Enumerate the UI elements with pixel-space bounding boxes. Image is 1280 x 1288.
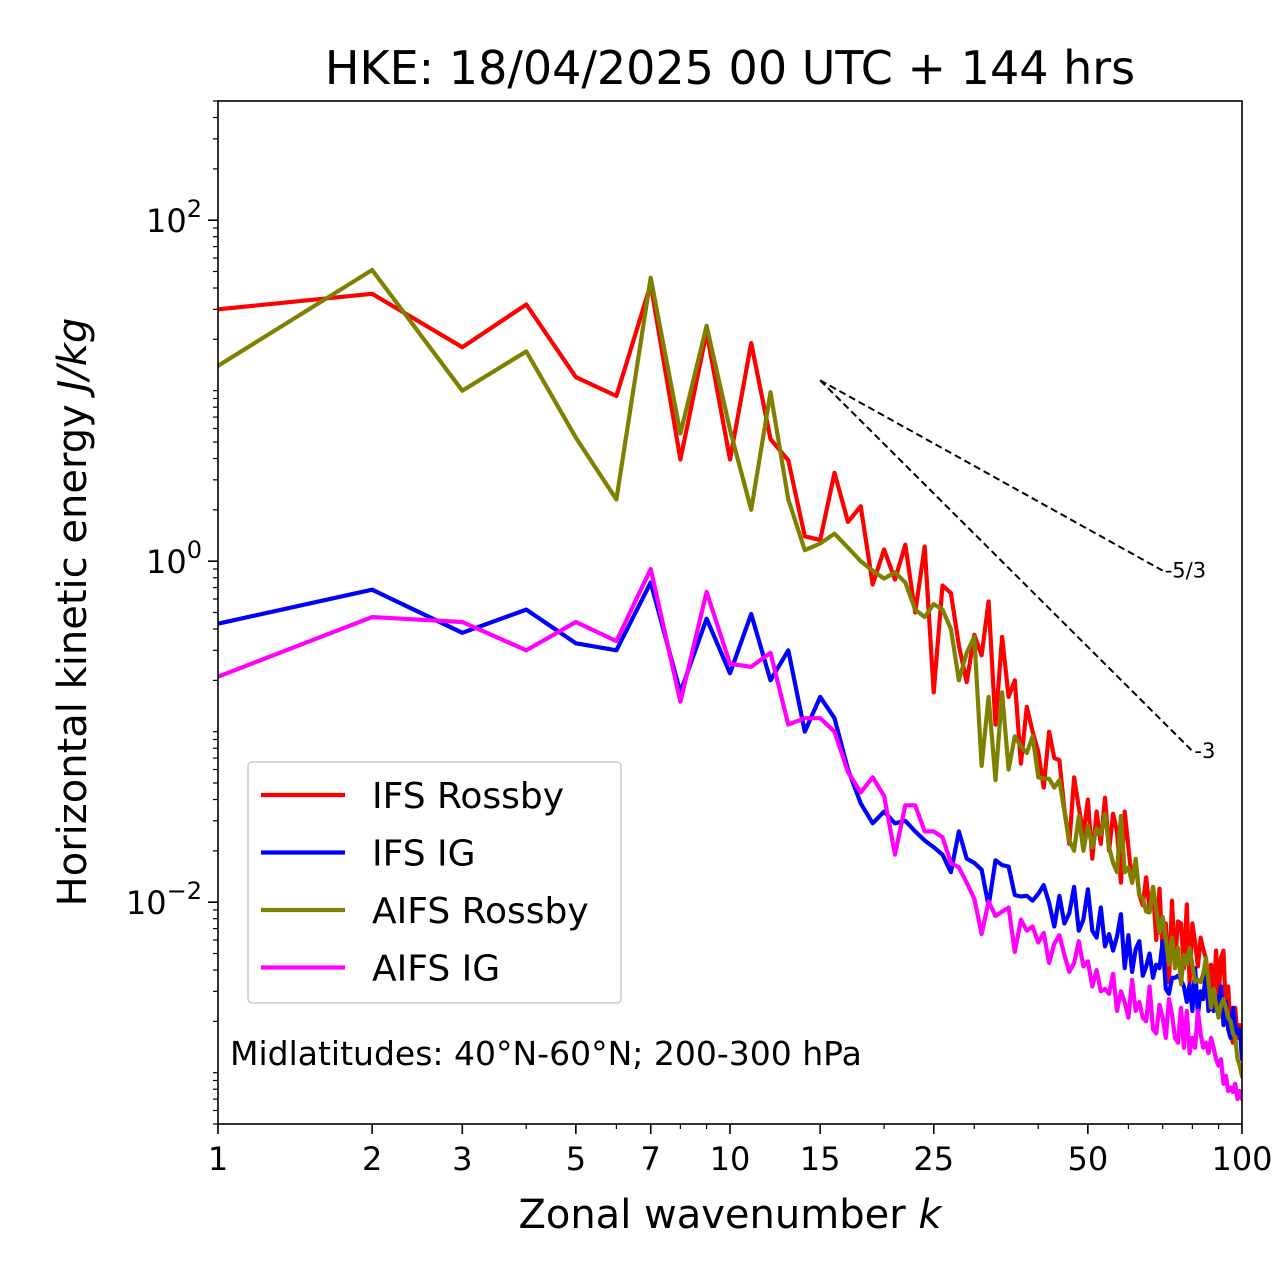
x-tick-label: 1 [208,1140,228,1178]
x-tick-label: 15 [800,1140,841,1178]
x-tick-label: 50 [1068,1140,1109,1178]
y-tick-label: 100 [146,536,202,581]
x-tick-label: 5 [566,1140,586,1178]
x-tick-label: 25 [913,1140,954,1178]
x-tick-label: 100 [1211,1140,1272,1178]
x-tick-label: 7 [641,1140,661,1178]
y-tick-label: 102 [146,195,202,240]
x-tick-label: 10 [710,1140,751,1178]
series-line-aifs-ig [218,566,1242,1102]
series-line-aifs-rossby [218,267,1242,1079]
region-annotation: Midlatitudes: 40°N-60°N; 200-300 hPa [230,1034,862,1073]
legend-label: IFS IG [372,834,476,875]
plot-area [218,267,1242,1102]
legend-label: AIFS Rossby [372,891,589,932]
chart-title: HKE: 18/04/2025 00 UTC + 144 hrs [325,41,1135,95]
y-tick-label: 10−2 [126,877,202,922]
reference-slope-label: -3 [1194,739,1215,763]
axes-frame [217,100,1243,1125]
legend-label: AIFS IG [372,949,500,990]
axis-ticks: 1 2 3 5 7 10 15 25 50 100 10−2 100 102 [126,100,1273,1178]
reference-slope-label: -5/3 [1165,559,1206,583]
y-axis-label: Horizontal kinetic energy J/kg [50,318,96,907]
x-tick-label: 3 [452,1140,472,1178]
x-axis-label: Zonal wavenumber k [518,1192,943,1238]
legend-box [247,761,622,1004]
reference-slopes: -5/3 -3 [819,379,1215,763]
reference-slope-line [819,379,1164,572]
reference-slope-line [819,379,1194,752]
legend-label: IFS Rossby [372,776,564,817]
x-tick-label: 2 [362,1140,382,1178]
legend: IFS Rossby IFS IG AIFS Rossby AIFS IG [247,761,622,1004]
series-line-ifs-ig [218,580,1242,1062]
